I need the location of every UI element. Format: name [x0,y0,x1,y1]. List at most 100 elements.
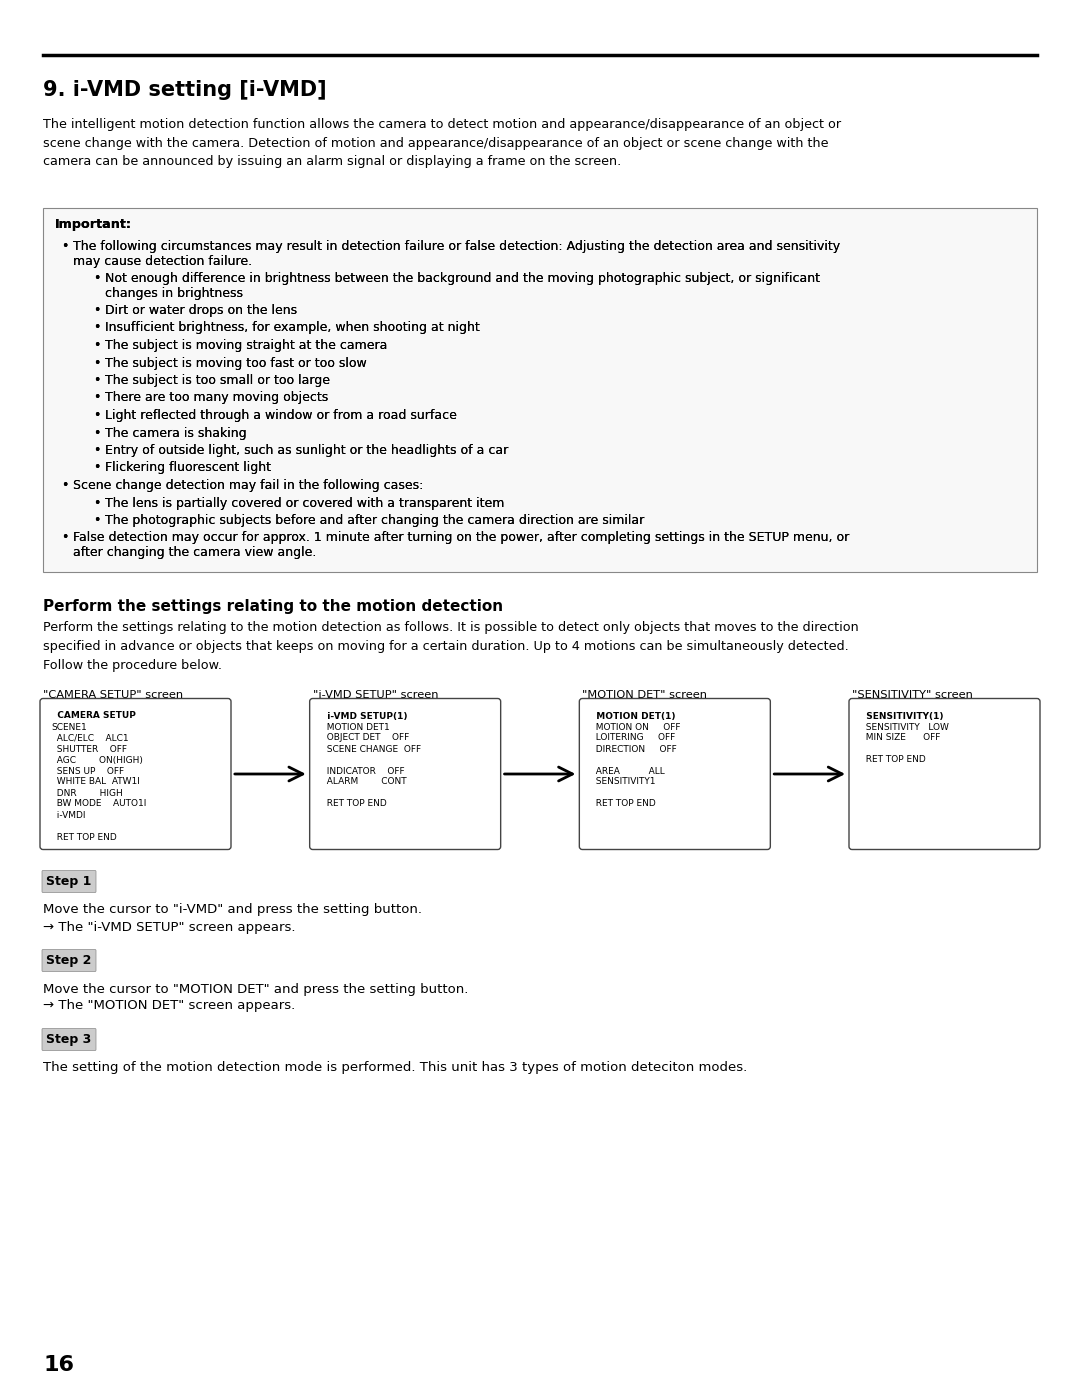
Text: •: • [60,531,68,545]
Text: SCENE1: SCENE1 [51,722,86,732]
Text: Step 2: Step 2 [46,954,92,967]
Text: SENSITIVITY(1): SENSITIVITY(1) [860,711,944,721]
Text: Flickering fluorescent light: Flickering fluorescent light [105,461,271,475]
FancyBboxPatch shape [42,1028,96,1051]
Text: ALARM        CONT: ALARM CONT [321,778,406,787]
Text: •: • [93,426,100,440]
Text: •: • [93,409,100,422]
Text: ALC/ELC    ALC1: ALC/ELC ALC1 [51,733,129,742]
Text: The photographic subjects before and after changing the camera direction are sim: The photographic subjects before and aft… [105,514,645,527]
Text: CAMERA SETUP: CAMERA SETUP [51,711,136,721]
Text: BW MODE    AUTO1l: BW MODE AUTO1l [51,799,147,809]
Text: •: • [93,496,100,510]
Text: SCENE CHANGE  OFF: SCENE CHANGE OFF [321,745,421,753]
Text: There are too many moving objects: There are too many moving objects [105,391,328,405]
Text: RET TOP END: RET TOP END [591,799,656,809]
Text: •: • [93,514,100,527]
FancyBboxPatch shape [40,698,231,849]
Text: The intelligent motion detection function allows the camera to detect motion and: The intelligent motion detection functio… [43,117,841,168]
Text: Scene change detection may fail in the following cases:: Scene change detection may fail in the f… [73,479,423,492]
Text: 16: 16 [43,1355,75,1375]
Text: The subject is too small or too large: The subject is too small or too large [105,374,330,387]
Text: •: • [60,240,68,253]
Text: Scene change detection may fail in the following cases:: Scene change detection may fail in the f… [73,479,423,492]
Text: •: • [93,391,100,405]
Text: INDICATOR    OFF: INDICATOR OFF [321,767,404,775]
Text: SENSITIVITY1: SENSITIVITY1 [591,778,656,787]
Text: •: • [93,444,100,457]
Text: Step 3: Step 3 [46,1032,92,1046]
Text: Dirt or water drops on the lens: Dirt or water drops on the lens [105,305,297,317]
Text: Insufficient brightness, for example, when shooting at night: Insufficient brightness, for example, wh… [105,321,480,334]
Text: Insufficient brightness, for example, when shooting at night: Insufficient brightness, for example, wh… [105,321,480,334]
Text: The lens is partially covered or covered with a transparent item: The lens is partially covered or covered… [105,496,504,510]
Text: •: • [93,272,100,285]
Text: There are too many moving objects: There are too many moving objects [105,391,328,405]
Text: OBJECT DET    OFF: OBJECT DET OFF [321,733,409,742]
Text: Not enough difference in brightness between the background and the moving photog: Not enough difference in brightness betw… [105,272,820,285]
Text: SENS UP    OFF: SENS UP OFF [51,767,124,775]
Text: •: • [60,240,68,253]
Text: Perform the settings relating to the motion detection as follows. It is possible: Perform the settings relating to the mot… [43,622,859,672]
Text: after changing the camera view angle.: after changing the camera view angle. [73,546,316,559]
Text: •: • [93,305,100,317]
Text: •: • [93,409,100,422]
Text: •: • [60,531,68,545]
Text: MOTION ON     OFF: MOTION ON OFF [591,722,680,732]
Text: SHUTTER    OFF: SHUTTER OFF [51,745,127,753]
Text: "i-VMD SETUP" screen: "i-VMD SETUP" screen [313,690,438,700]
Text: MIN SIZE      OFF: MIN SIZE OFF [860,733,941,742]
Text: False detection may occur for approx. 1 minute after turning on the power, after: False detection may occur for approx. 1 … [73,531,849,545]
Text: The lens is partially covered or covered with a transparent item: The lens is partially covered or covered… [105,496,504,510]
Text: Light reflected through a window or from a road surface: Light reflected through a window or from… [105,409,457,422]
Text: 9. i-VMD setting [i-VMD]: 9. i-VMD setting [i-VMD] [43,80,326,101]
Text: •: • [93,374,100,387]
Text: The subject is moving too fast or too slow: The subject is moving too fast or too sl… [105,356,367,369]
Text: "MOTION DET" screen: "MOTION DET" screen [582,690,707,700]
FancyBboxPatch shape [310,698,501,849]
Text: •: • [93,272,100,285]
FancyBboxPatch shape [42,950,96,971]
Text: •: • [93,321,100,334]
Text: •: • [93,391,100,405]
Text: DNR        HIGH: DNR HIGH [51,788,123,798]
Text: changes in brightness: changes in brightness [105,286,243,299]
Text: The following circumstances may result in detection failure or false detection: : The following circumstances may result i… [73,240,840,253]
Text: •: • [93,461,100,475]
FancyBboxPatch shape [849,698,1040,849]
Text: RET TOP END: RET TOP END [51,833,117,841]
Text: → The "i-VMD SETUP" screen appears.: → The "i-VMD SETUP" screen appears. [43,921,296,933]
Text: Entry of outside light, such as sunlight or the headlights of a car: Entry of outside light, such as sunlight… [105,444,509,457]
Text: •: • [93,514,100,527]
Text: The setting of the motion detection mode is performed. This unit has 3 types of : The setting of the motion detection mode… [43,1062,747,1074]
Text: Not enough difference in brightness between the background and the moving photog: Not enough difference in brightness betw… [105,272,820,285]
Text: WHITE BAL  ATW1l: WHITE BAL ATW1l [51,778,140,787]
Text: Entry of outside light, such as sunlight or the headlights of a car: Entry of outside light, such as sunlight… [105,444,509,457]
Text: •: • [93,426,100,440]
Text: Step 1: Step 1 [46,875,92,888]
Text: Flickering fluorescent light: Flickering fluorescent light [105,461,271,475]
FancyBboxPatch shape [42,870,96,893]
Text: •: • [93,339,100,352]
FancyBboxPatch shape [579,698,770,849]
Text: •: • [60,479,68,492]
Text: The subject is moving too fast or too slow: The subject is moving too fast or too sl… [105,356,367,369]
Text: may cause detection failure.: may cause detection failure. [73,254,252,267]
Text: "CAMERA SETUP" screen: "CAMERA SETUP" screen [43,690,184,700]
FancyBboxPatch shape [43,208,1037,571]
Text: i-VMDl: i-VMDl [51,810,85,820]
Text: AREA          ALL: AREA ALL [591,767,665,775]
Text: The photographic subjects before and after changing the camera direction are sim: The photographic subjects before and aft… [105,514,645,527]
Text: •: • [93,305,100,317]
Text: LOITERING     OFF: LOITERING OFF [591,733,676,742]
Text: i-VMD SETUP(1): i-VMD SETUP(1) [321,711,407,721]
Text: •: • [93,356,100,369]
Text: The subject is moving straight at the camera: The subject is moving straight at the ca… [105,339,388,352]
Text: •: • [93,321,100,334]
Text: False detection may occur for approx. 1 minute after turning on the power, after: False detection may occur for approx. 1 … [73,531,849,545]
Text: Dirt or water drops on the lens: Dirt or water drops on the lens [105,305,297,317]
Text: The subject is moving straight at the camera: The subject is moving straight at the ca… [105,339,388,352]
Text: Move the cursor to "i-VMD" and press the setting button.: Move the cursor to "i-VMD" and press the… [43,904,422,916]
Text: •: • [60,479,68,492]
Text: The camera is shaking: The camera is shaking [105,426,246,440]
